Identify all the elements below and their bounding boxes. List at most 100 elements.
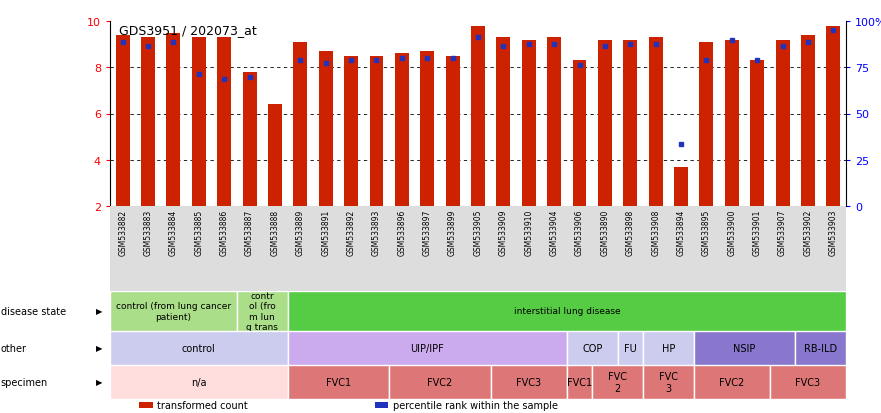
Bar <box>344 57 358 206</box>
Bar <box>643 331 693 365</box>
Text: GSM533886: GSM533886 <box>219 209 229 255</box>
Bar <box>141 38 155 207</box>
Text: GSM533894: GSM533894 <box>677 209 685 255</box>
Bar <box>375 402 389 408</box>
Text: specimen: specimen <box>1 377 48 387</box>
Bar <box>751 61 764 206</box>
Text: GSM533888: GSM533888 <box>270 209 279 255</box>
Text: GSM533901: GSM533901 <box>752 209 762 255</box>
Bar <box>496 38 510 207</box>
Text: transformed count: transformed count <box>157 400 248 410</box>
Text: percentile rank within the sample: percentile rank within the sample <box>393 400 558 410</box>
Bar <box>547 38 561 207</box>
Bar <box>693 331 796 365</box>
Text: FVC1: FVC1 <box>326 377 351 387</box>
Bar <box>623 40 637 206</box>
Bar <box>700 43 714 206</box>
Text: GSM533903: GSM533903 <box>829 209 838 255</box>
Text: GSM533885: GSM533885 <box>195 209 204 255</box>
Text: GSM533902: GSM533902 <box>803 209 812 255</box>
Bar <box>573 61 587 206</box>
Text: GSM533890: GSM533890 <box>600 209 610 255</box>
Bar <box>775 40 789 206</box>
Text: GSM533882: GSM533882 <box>118 209 127 255</box>
Text: GSM533906: GSM533906 <box>575 209 584 255</box>
Text: GSM533910: GSM533910 <box>524 209 533 255</box>
Bar <box>491 365 566 399</box>
Text: GSM533904: GSM533904 <box>550 209 559 255</box>
Text: GSM533896: GSM533896 <box>397 209 406 255</box>
Text: GSM533897: GSM533897 <box>423 209 432 255</box>
Bar <box>522 40 536 206</box>
Text: GSM533898: GSM533898 <box>626 209 635 255</box>
Text: n/a: n/a <box>191 377 206 387</box>
Bar <box>242 73 256 206</box>
Bar <box>288 331 566 365</box>
Text: GDS3951 / 202073_at: GDS3951 / 202073_at <box>119 24 256 37</box>
Bar <box>167 33 181 206</box>
Bar <box>801 36 815 206</box>
Bar <box>395 54 409 206</box>
Bar <box>420 52 434 206</box>
Text: ▶: ▶ <box>96 344 103 353</box>
Text: FVC3: FVC3 <box>796 377 820 387</box>
Bar <box>288 291 846 331</box>
Text: GSM533895: GSM533895 <box>702 209 711 255</box>
Text: GSM533909: GSM533909 <box>499 209 507 255</box>
Text: FVC
3: FVC 3 <box>659 371 677 393</box>
Bar <box>693 365 770 399</box>
Bar <box>796 331 846 365</box>
Bar <box>115 36 130 206</box>
Bar <box>139 402 152 408</box>
Text: control: control <box>182 343 216 353</box>
Bar <box>110 291 237 331</box>
Text: FVC3: FVC3 <box>516 377 541 387</box>
Text: other: other <box>1 343 27 353</box>
Bar <box>725 40 739 206</box>
Bar <box>319 52 333 206</box>
Text: GSM533905: GSM533905 <box>473 209 483 255</box>
Bar <box>826 26 840 206</box>
Bar <box>110 331 288 365</box>
Bar <box>566 365 592 399</box>
Text: contr
ol (fro
m lun
g trans: contr ol (fro m lun g trans <box>247 291 278 331</box>
Bar <box>268 105 282 206</box>
Bar <box>369 57 383 206</box>
Bar <box>674 167 688 206</box>
Text: ▶: ▶ <box>96 307 103 316</box>
Bar <box>110 365 288 399</box>
Text: interstitial lung disease: interstitial lung disease <box>514 307 620 316</box>
Text: GSM533908: GSM533908 <box>651 209 660 255</box>
Bar <box>218 38 231 207</box>
Text: GSM533884: GSM533884 <box>169 209 178 255</box>
Text: GSM533900: GSM533900 <box>728 209 737 255</box>
Text: GSM533893: GSM533893 <box>372 209 381 255</box>
Text: NSIP: NSIP <box>733 343 756 353</box>
Text: UIP/IPF: UIP/IPF <box>411 343 444 353</box>
Text: GSM533887: GSM533887 <box>245 209 254 255</box>
Bar <box>446 57 460 206</box>
Text: control (from lung cancer
patient): control (from lung cancer patient) <box>116 301 231 321</box>
Text: RB-ILD: RB-ILD <box>804 343 837 353</box>
Bar <box>643 365 693 399</box>
Bar <box>192 38 206 207</box>
Text: GSM533883: GSM533883 <box>144 209 152 255</box>
Bar <box>648 38 663 207</box>
Text: disease state: disease state <box>1 306 66 316</box>
Bar <box>592 365 643 399</box>
Text: FVC1: FVC1 <box>567 377 592 387</box>
Text: ▶: ▶ <box>96 377 103 387</box>
Text: GSM533891: GSM533891 <box>322 209 330 255</box>
Text: COP: COP <box>582 343 603 353</box>
Bar <box>293 43 307 206</box>
Text: FU: FU <box>624 343 637 353</box>
Bar <box>618 331 643 365</box>
Text: GSM533892: GSM533892 <box>346 209 356 255</box>
Text: HP: HP <box>662 343 675 353</box>
Text: GSM533889: GSM533889 <box>296 209 305 255</box>
Text: GSM533899: GSM533899 <box>448 209 457 255</box>
Bar <box>237 291 288 331</box>
Text: FVC
2: FVC 2 <box>608 371 627 393</box>
Text: GSM533907: GSM533907 <box>778 209 787 255</box>
Bar <box>389 365 491 399</box>
